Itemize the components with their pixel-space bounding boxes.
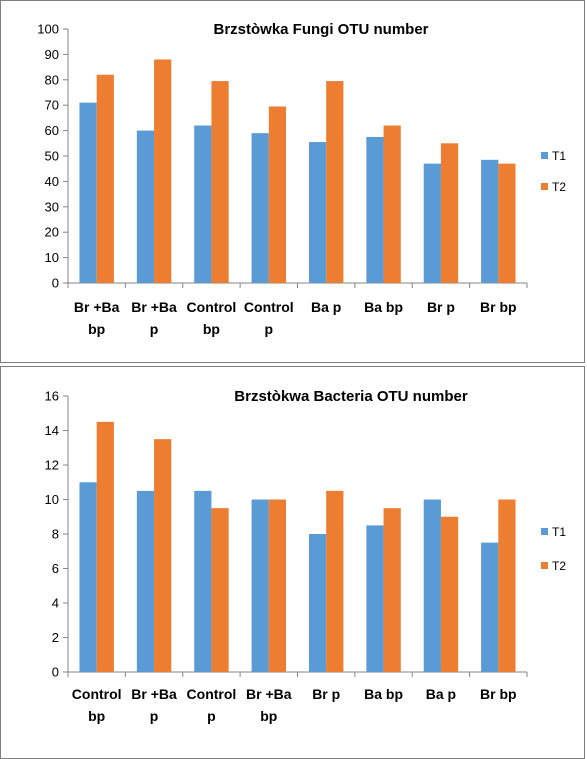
bacteria-category-label: Br +Ba xyxy=(131,686,177,702)
fungi-y-tick-label: 20 xyxy=(45,225,59,240)
fungi-bar-t2 xyxy=(383,125,401,284)
bacteria-y-tick-label: 16 xyxy=(45,389,59,404)
bacteria-category-label: bp xyxy=(88,708,105,724)
fungi-y-tick-label: 50 xyxy=(45,149,59,164)
bacteria-legend-swatch-t1 xyxy=(541,528,548,535)
bacteria-bar-t2 xyxy=(326,490,344,672)
fungi-bar-t2 xyxy=(154,59,172,284)
fungi-y-tick-label: 0 xyxy=(52,276,59,291)
bacteria-bar-t1 xyxy=(308,534,327,672)
fungi-category-label: Br +Ba xyxy=(74,299,120,315)
bacteria-category-label: bp xyxy=(260,708,277,724)
fungi-category-label: p xyxy=(150,321,159,337)
bacteria-y-tick-label: 6 xyxy=(52,561,59,576)
bacteria-category-label: Br bp xyxy=(480,686,517,702)
bacteria-category-label: Br p xyxy=(312,686,340,702)
fungi-bar-t1 xyxy=(251,133,269,283)
bacteria-bar-t1 xyxy=(366,525,384,672)
bacteria-y-tick-label: 4 xyxy=(52,596,59,611)
fungi-bar-t2 xyxy=(211,81,229,283)
fungi-bar-t2 xyxy=(326,81,344,283)
fungi-category-label: Ba p xyxy=(311,299,341,315)
bacteria-category-label: p xyxy=(150,708,159,724)
bacteria-category-label: Control xyxy=(187,686,237,702)
fungi-y-tick-label: 80 xyxy=(45,72,59,87)
bacteria-legend-label-t1: T1 xyxy=(552,525,566,539)
bacteria-bar-t2 xyxy=(383,508,401,672)
bacteria-bar-t2 xyxy=(96,421,114,672)
fungi-category-label: bp xyxy=(203,321,220,337)
fungi-category-label: Control xyxy=(187,299,237,315)
bacteria-category-label: Ba p xyxy=(426,686,456,702)
bacteria-chart-title: Brzstòkwa Bacteria OTU number xyxy=(234,388,468,405)
bacteria-legend-swatch-t2 xyxy=(541,562,548,569)
fungi-y-tick-label: 90 xyxy=(45,47,59,62)
fungi-bar-t1 xyxy=(423,163,441,283)
fungi-y-tick-label: 100 xyxy=(37,22,59,37)
bacteria-bar-t1 xyxy=(79,482,97,672)
bacteria-bar-t1 xyxy=(194,490,212,672)
fungi-y-tick-label: 10 xyxy=(45,250,59,265)
fungi-bar-t1 xyxy=(366,136,384,283)
fungi-bar-t1 xyxy=(79,102,97,283)
fungi-chart-panel: Brzstòwka Fungi OTU number 0 10 20 30 40 50 60 7… xyxy=(0,0,585,363)
bacteria-chart-panel: Brzstòkwa Bacteria OTU number 0 2 4 6 8 10 12 14… xyxy=(0,366,585,759)
fungi-category-label: Br p xyxy=(427,299,455,315)
bacteria-bar-t1 xyxy=(481,542,499,672)
fungi-category-label: Ba bp xyxy=(364,299,403,315)
fungi-bar-t2 xyxy=(440,143,459,283)
fungi-y-tick-label: 30 xyxy=(45,199,59,214)
bacteria-category-label: p xyxy=(207,708,216,724)
fungi-bar-t2 xyxy=(268,106,287,283)
bacteria-category-label: Ba bp xyxy=(364,686,403,702)
bacteria-bar-t2 xyxy=(498,499,516,672)
bacteria-y-tick-label: 14 xyxy=(45,423,59,438)
fungi-legend-label-t1: T1 xyxy=(552,149,566,163)
fungi-legend-swatch-t1 xyxy=(541,152,548,159)
bacteria-bar-t2 xyxy=(154,439,172,672)
bacteria-bar-t1 xyxy=(136,490,155,672)
fungi-bar-t1 xyxy=(136,130,155,283)
bacteria-bar-t1 xyxy=(251,499,269,672)
fungi-bar-t2 xyxy=(498,163,516,283)
fungi-legend-swatch-t2 xyxy=(541,183,548,190)
bacteria-bar-t2 xyxy=(268,499,287,672)
fungi-y-tick-label: 40 xyxy=(45,174,59,189)
fungi-bar-t1 xyxy=(308,142,327,283)
fungi-category-label: Control xyxy=(244,299,294,315)
bacteria-bar-t1 xyxy=(423,499,441,672)
fungi-chart-title: Brzstòwka Fungi OTU number xyxy=(213,21,428,38)
bacteria-category-label: Br +Ba xyxy=(246,686,292,702)
bacteria-category-label: Control xyxy=(72,686,122,702)
fungi-category-label: Br bp xyxy=(480,299,517,315)
bacteria-bar-t2 xyxy=(211,508,229,672)
fungi-bar-t2 xyxy=(96,74,114,283)
fungi-bar-t1 xyxy=(481,159,499,283)
bacteria-y-tick-label: 12 xyxy=(45,458,59,473)
fungi-chart: Brzstòwka Fungi OTU number 0 10 20 30 40 50 60 7… xyxy=(37,21,566,337)
fungi-y-tick-label: 60 xyxy=(45,123,59,138)
bacteria-y-tick-label: 8 xyxy=(52,527,59,542)
fungi-category-label: bp xyxy=(88,321,105,337)
fungi-bar-t1 xyxy=(194,125,212,284)
fungi-y-tick-label: 70 xyxy=(45,98,59,113)
bacteria-bar-t2 xyxy=(440,516,459,672)
bacteria-y-tick-label: 0 xyxy=(52,665,59,680)
fungi-legend-label-t2: T2 xyxy=(552,180,566,194)
bacteria-y-tick-label: 10 xyxy=(45,492,59,507)
bacteria-legend-label-t2: T2 xyxy=(552,559,566,573)
bacteria-chart: Brzstòkwa Bacteria OTU number 0 2 4 6 8 10 12 14… xyxy=(45,388,567,724)
fungi-category-label: p xyxy=(265,321,274,337)
bacteria-y-tick-label: 2 xyxy=(52,630,59,645)
fungi-category-label: Br +Ba xyxy=(131,299,177,315)
